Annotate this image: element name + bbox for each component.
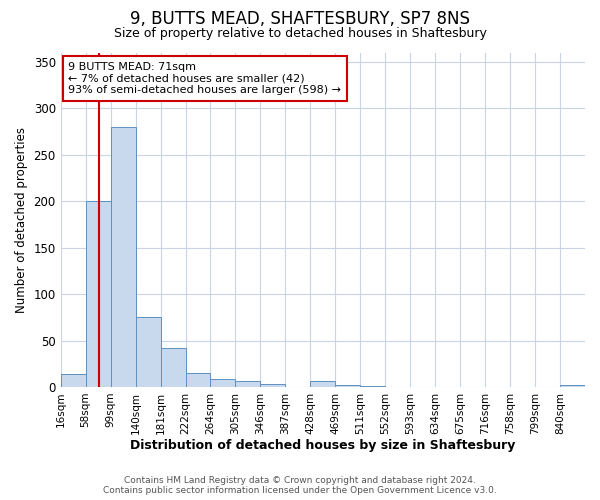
Text: Contains HM Land Registry data © Crown copyright and database right 2024.
Contai: Contains HM Land Registry data © Crown c… <box>103 476 497 495</box>
Bar <box>86 201 110 387</box>
Bar <box>211 378 235 387</box>
Text: 9 BUTTS MEAD: 71sqm
← 7% of detached houses are smaller (42)
93% of semi-detache: 9 BUTTS MEAD: 71sqm ← 7% of detached hou… <box>68 62 341 95</box>
Bar <box>136 318 161 387</box>
Bar <box>560 385 585 387</box>
X-axis label: Distribution of detached houses by size in Shaftesbury: Distribution of detached houses by size … <box>130 440 515 452</box>
Bar <box>310 382 335 387</box>
Y-axis label: Number of detached properties: Number of detached properties <box>15 126 28 312</box>
Text: 9, BUTTS MEAD, SHAFTESBURY, SP7 8NS: 9, BUTTS MEAD, SHAFTESBURY, SP7 8NS <box>130 10 470 28</box>
Bar <box>61 374 86 387</box>
Bar <box>260 384 286 387</box>
Bar <box>335 385 360 387</box>
Text: Size of property relative to detached houses in Shaftesbury: Size of property relative to detached ho… <box>113 28 487 40</box>
Bar <box>360 386 385 387</box>
Bar <box>185 373 211 387</box>
Bar <box>110 127 136 387</box>
Bar <box>235 382 260 387</box>
Bar <box>161 348 185 387</box>
